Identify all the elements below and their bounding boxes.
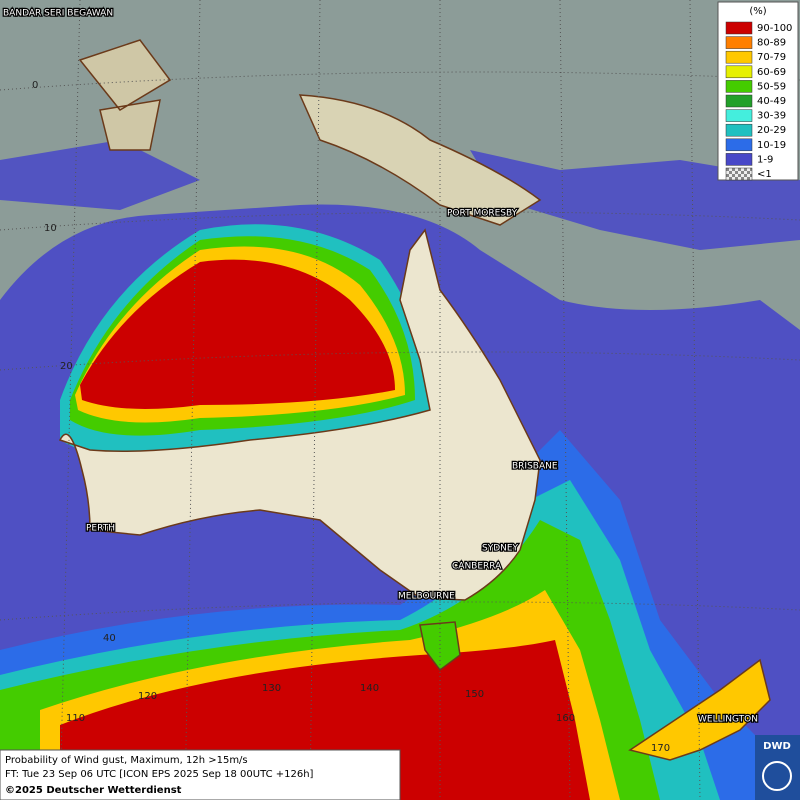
- grid-label: 170: [651, 743, 670, 754]
- city-label: WELLINGTON: [698, 715, 758, 725]
- grid-label: 0: [32, 80, 38, 91]
- grid-label: 110: [66, 713, 85, 724]
- grid-label: 160: [556, 713, 575, 724]
- legend-swatch: [725, 123, 753, 137]
- legend-swatch: [725, 167, 753, 181]
- city-label: CANBERRA: [452, 562, 502, 572]
- legend-label: 80-89: [757, 38, 786, 49]
- logo-text: DWD: [763, 741, 791, 752]
- legend: (%) 90-100 80-89 70-79 60-69 50-59 40-49 30-39…: [717, 1, 799, 181]
- grid-label: 130: [262, 683, 281, 694]
- legend-label: 50-59: [757, 81, 786, 92]
- grid-label: 150: [465, 689, 484, 700]
- footer-line: Probability of Wind gust, Maximum, 12h >…: [5, 755, 248, 766]
- grid-label: 140: [360, 683, 379, 694]
- grid-label: 40: [103, 633, 116, 644]
- footer: Probability of Wind gust, Maximum, 12h >…: [0, 749, 401, 800]
- grid-label: 120: [138, 691, 157, 702]
- footer-line: ©2025 Deutscher Wetterdienst: [5, 785, 182, 796]
- logo: DWD: [755, 735, 800, 800]
- land: [58, 39, 771, 761]
- grid-label: 20: [60, 361, 73, 372]
- city-label: SYDNEY: [482, 544, 519, 554]
- city-label: BANDAR SERI BEGAWAN: [3, 9, 113, 19]
- legend-swatch: [725, 36, 753, 49]
- legend-label: 30-39: [757, 111, 786, 122]
- legend-label: 10-19: [757, 140, 786, 151]
- legend-label: 1-9: [757, 154, 773, 165]
- city-label: BRISBANE: [512, 462, 558, 472]
- legend-swatch: [725, 50, 753, 64]
- footer-line: FT: Tue 23 Sep 06 UTC [ICON EPS 2025 Sep…: [5, 769, 314, 780]
- legend-title: (%): [749, 6, 766, 17]
- legend-swatch: [725, 21, 753, 35]
- legend-label: 70-79: [757, 52, 786, 63]
- legend-swatch: [725, 94, 753, 108]
- legend-swatch: [725, 153, 753, 166]
- city-label: PERTH: [86, 524, 115, 534]
- legend-swatch: [725, 80, 753, 93]
- legend-swatch: [725, 65, 753, 79]
- legend-label: 20-29: [757, 125, 786, 136]
- grid-label: 10: [44, 223, 57, 234]
- legend-swatch: [725, 109, 753, 122]
- city-label: PORT MORESBY: [447, 209, 518, 219]
- city-label: MELBOURNE: [398, 592, 455, 602]
- legend-label: 60-69: [757, 67, 786, 78]
- legend-label: <1: [757, 169, 772, 180]
- legend-label: 40-49: [757, 96, 786, 107]
- legend-label: 90-100: [757, 23, 792, 34]
- legend-swatch: [725, 138, 753, 152]
